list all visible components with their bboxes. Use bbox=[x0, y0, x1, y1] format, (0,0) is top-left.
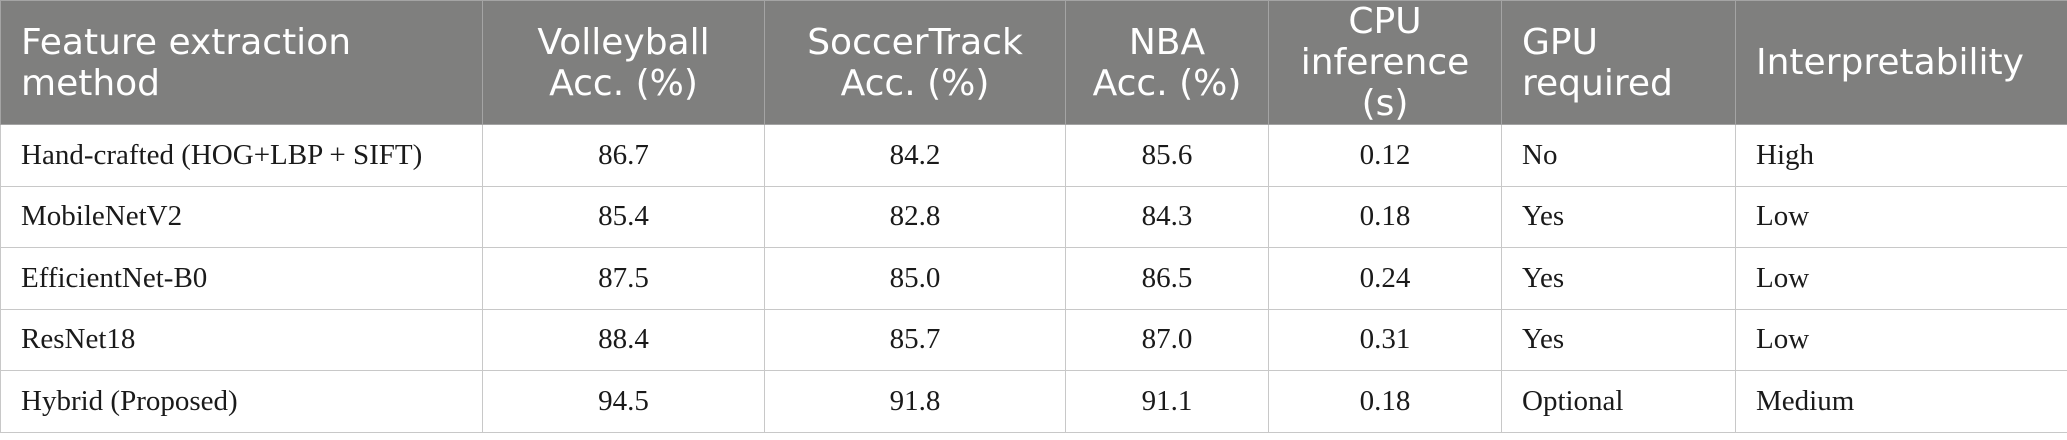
table-row: Hand-crafted (HOG+LBP + SIFT) 86.7 84.2 … bbox=[0, 124, 2067, 187]
cell-interpretability: Medium bbox=[1735, 370, 2067, 433]
header-feature-extraction-method: Feature extraction method bbox=[0, 0, 483, 125]
header-row: Feature extraction method Volleyball Acc… bbox=[0, 0, 2067, 125]
cell-interpretability: Low bbox=[1735, 308, 2067, 371]
cell-nba-acc: 84.3 bbox=[1065, 185, 1269, 248]
table-body: Hand-crafted (HOG+LBP + SIFT) 86.7 84.2 … bbox=[0, 124, 2067, 433]
cell-nba-acc: 85.6 bbox=[1065, 124, 1269, 187]
cell-method: Hand-crafted (HOG+LBP + SIFT) bbox=[0, 124, 483, 187]
header-nba-acc: NBA Acc. (%) bbox=[1065, 0, 1269, 125]
cell-method: MobileNetV2 bbox=[0, 185, 483, 248]
cell-soccertrack-acc: 91.8 bbox=[764, 370, 1066, 433]
cell-nba-acc: 87.0 bbox=[1065, 308, 1269, 371]
table-row: EfficientNet-B0 87.5 85.0 86.5 0.24 Yes … bbox=[0, 247, 2067, 310]
cell-soccertrack-acc: 84.2 bbox=[764, 124, 1066, 187]
table-row: ResNet18 88.4 85.7 87.0 0.31 Yes Low bbox=[0, 308, 2067, 371]
cell-cpu-inference: 0.18 bbox=[1268, 185, 1502, 248]
cell-method: ResNet18 bbox=[0, 308, 483, 371]
cell-gpu-required: Optional bbox=[1501, 370, 1736, 433]
cell-cpu-inference: 0.24 bbox=[1268, 247, 1502, 310]
cell-method: EfficientNet-B0 bbox=[0, 247, 483, 310]
cell-nba-acc: 91.1 bbox=[1065, 370, 1269, 433]
cell-volleyball-acc: 88.4 bbox=[482, 308, 765, 371]
header-gpu-required: GPU required bbox=[1501, 0, 1736, 125]
table-row: MobileNetV2 85.4 82.8 84.3 0.18 Yes Low bbox=[0, 185, 2067, 248]
cell-interpretability: Low bbox=[1735, 247, 2067, 310]
cell-soccertrack-acc: 85.7 bbox=[764, 308, 1066, 371]
cell-interpretability: Low bbox=[1735, 185, 2067, 248]
table-header: Feature extraction method Volleyball Acc… bbox=[0, 0, 2067, 125]
cell-volleyball-acc: 94.5 bbox=[482, 370, 765, 433]
header-soccertrack-acc: SoccerTrack Acc. (%) bbox=[764, 0, 1066, 125]
header-volleyball-acc: Volleyball Acc. (%) bbox=[482, 0, 765, 125]
cell-interpretability: High bbox=[1735, 124, 2067, 187]
cell-soccertrack-acc: 85.0 bbox=[764, 247, 1066, 310]
cell-gpu-required: Yes bbox=[1501, 185, 1736, 248]
cell-volleyball-acc: 86.7 bbox=[482, 124, 765, 187]
cell-soccertrack-acc: 82.8 bbox=[764, 185, 1066, 248]
table-row: Hybrid (Proposed) 94.5 91.8 91.1 0.18 Op… bbox=[0, 370, 2067, 433]
cell-cpu-inference: 0.18 bbox=[1268, 370, 1502, 433]
header-interpretability: Interpretability bbox=[1735, 0, 2067, 125]
cell-nba-acc: 86.5 bbox=[1065, 247, 1269, 310]
header-cpu-inference: CPU inference (s) bbox=[1268, 0, 1502, 125]
cell-gpu-required: Yes bbox=[1501, 308, 1736, 371]
cell-volleyball-acc: 87.5 bbox=[482, 247, 765, 310]
cell-method: Hybrid (Proposed) bbox=[0, 370, 483, 433]
cell-cpu-inference: 0.12 bbox=[1268, 124, 1502, 187]
cell-gpu-required: Yes bbox=[1501, 247, 1736, 310]
cell-cpu-inference: 0.31 bbox=[1268, 308, 1502, 371]
cell-volleyball-acc: 85.4 bbox=[482, 185, 765, 248]
cell-gpu-required: No bbox=[1501, 124, 1736, 187]
